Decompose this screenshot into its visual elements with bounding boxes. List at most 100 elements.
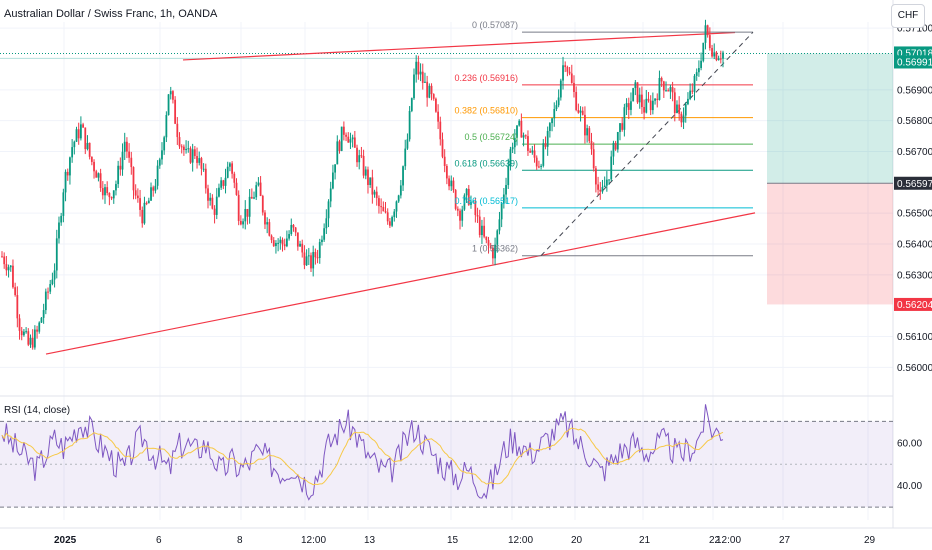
candle-body bbox=[623, 107, 626, 130]
candle-body bbox=[713, 52, 716, 57]
candle-body bbox=[667, 90, 670, 92]
candle-body bbox=[555, 105, 558, 110]
candle-body bbox=[86, 142, 89, 150]
candle-body bbox=[283, 244, 286, 247]
candle-body bbox=[373, 191, 376, 195]
time-tick-label: 15 bbox=[447, 535, 459, 546]
candle-body bbox=[594, 168, 597, 185]
candle-body bbox=[31, 337, 34, 348]
candle-body bbox=[673, 92, 676, 114]
candle-body bbox=[268, 222, 271, 236]
candle-body bbox=[165, 115, 168, 138]
candle-body bbox=[75, 129, 78, 142]
candle-body bbox=[406, 139, 409, 149]
candle-body bbox=[378, 198, 380, 207]
candle-body bbox=[476, 215, 479, 217]
candle-body bbox=[430, 85, 433, 95]
candle-body bbox=[351, 137, 354, 140]
candle-body bbox=[318, 242, 321, 258]
candle-body bbox=[169, 91, 172, 95]
candle-body bbox=[53, 270, 56, 280]
candle-body bbox=[209, 197, 212, 201]
candle-body bbox=[647, 98, 650, 101]
candle-body bbox=[152, 187, 155, 191]
time-tick-label: 12:00 bbox=[301, 535, 326, 546]
candle-body bbox=[474, 201, 477, 216]
price-tick-label: 0.56400 bbox=[897, 240, 932, 251]
candle-body bbox=[527, 136, 529, 151]
candle-body bbox=[310, 255, 312, 269]
candle-body bbox=[704, 25, 707, 43]
candle-body bbox=[3, 256, 6, 265]
candle-body bbox=[432, 94, 435, 99]
candle-body bbox=[101, 188, 104, 196]
candle-body bbox=[233, 173, 236, 183]
time-tick-label: 29 bbox=[864, 535, 876, 546]
candle-body bbox=[621, 123, 624, 130]
candle-body bbox=[441, 139, 444, 157]
candle-body bbox=[296, 232, 299, 247]
candle-body bbox=[711, 48, 713, 57]
rsi-tick-label: 40.00 bbox=[897, 481, 922, 492]
candle-body bbox=[684, 104, 687, 116]
time-tick-label: 13 bbox=[364, 535, 376, 546]
price-tick-label: 0.56500 bbox=[897, 209, 932, 220]
candle-body bbox=[627, 103, 630, 110]
currency-button[interactable]: CHF bbox=[891, 4, 925, 28]
fib-level-label: 0.382 (0.56810) bbox=[454, 106, 518, 116]
candle-body bbox=[496, 230, 499, 245]
time-tick-label: 8 bbox=[237, 535, 243, 546]
fib-trend-line bbox=[540, 31, 754, 257]
candle-body bbox=[702, 42, 705, 61]
candle-body bbox=[161, 150, 163, 160]
candle-body bbox=[312, 252, 315, 269]
price-tick-label: 0.56000 bbox=[897, 363, 932, 374]
candle-body bbox=[172, 91, 174, 100]
candle-body bbox=[279, 239, 282, 243]
candle-body bbox=[134, 190, 137, 196]
candle-body bbox=[42, 310, 45, 318]
price-badge-label: 0.56597 bbox=[897, 179, 932, 190]
candle-body bbox=[154, 185, 157, 191]
candle-body bbox=[502, 194, 505, 204]
candle-body bbox=[669, 87, 672, 92]
candle-body bbox=[156, 165, 159, 186]
candle-body bbox=[443, 156, 446, 167]
candle-body bbox=[564, 65, 567, 68]
candle-body bbox=[58, 222, 60, 239]
candle-body bbox=[393, 211, 396, 218]
candle-body bbox=[29, 337, 32, 345]
candle-body bbox=[231, 163, 234, 174]
candle-body bbox=[364, 169, 367, 176]
position-profit-zone bbox=[767, 53, 893, 184]
candle-body bbox=[546, 130, 549, 147]
candle-body bbox=[336, 141, 339, 165]
candle-body bbox=[226, 166, 229, 178]
candle-body bbox=[395, 201, 398, 212]
candle-body bbox=[538, 166, 540, 168]
candle-body bbox=[299, 243, 301, 247]
candle-body bbox=[470, 201, 472, 205]
candle-body bbox=[244, 208, 247, 222]
time-tick-label: 2025 bbox=[54, 535, 77, 546]
candle-body bbox=[222, 180, 225, 186]
candle-body bbox=[616, 132, 619, 150]
candle-body bbox=[93, 161, 95, 172]
candle-body bbox=[553, 109, 556, 119]
candle-body bbox=[84, 127, 87, 150]
candle-body bbox=[307, 255, 310, 257]
candle-body bbox=[450, 180, 453, 187]
candle-body bbox=[60, 215, 63, 223]
candle-body bbox=[362, 155, 365, 176]
time-tick-label: 20 bbox=[571, 535, 583, 546]
candle-body bbox=[410, 98, 413, 111]
candle-body bbox=[305, 256, 308, 266]
candle-body bbox=[200, 158, 203, 169]
candle-body bbox=[695, 72, 698, 76]
candle-body bbox=[581, 110, 584, 115]
candle-body bbox=[715, 52, 718, 61]
candle-body bbox=[55, 238, 58, 271]
candle-body bbox=[719, 58, 722, 60]
